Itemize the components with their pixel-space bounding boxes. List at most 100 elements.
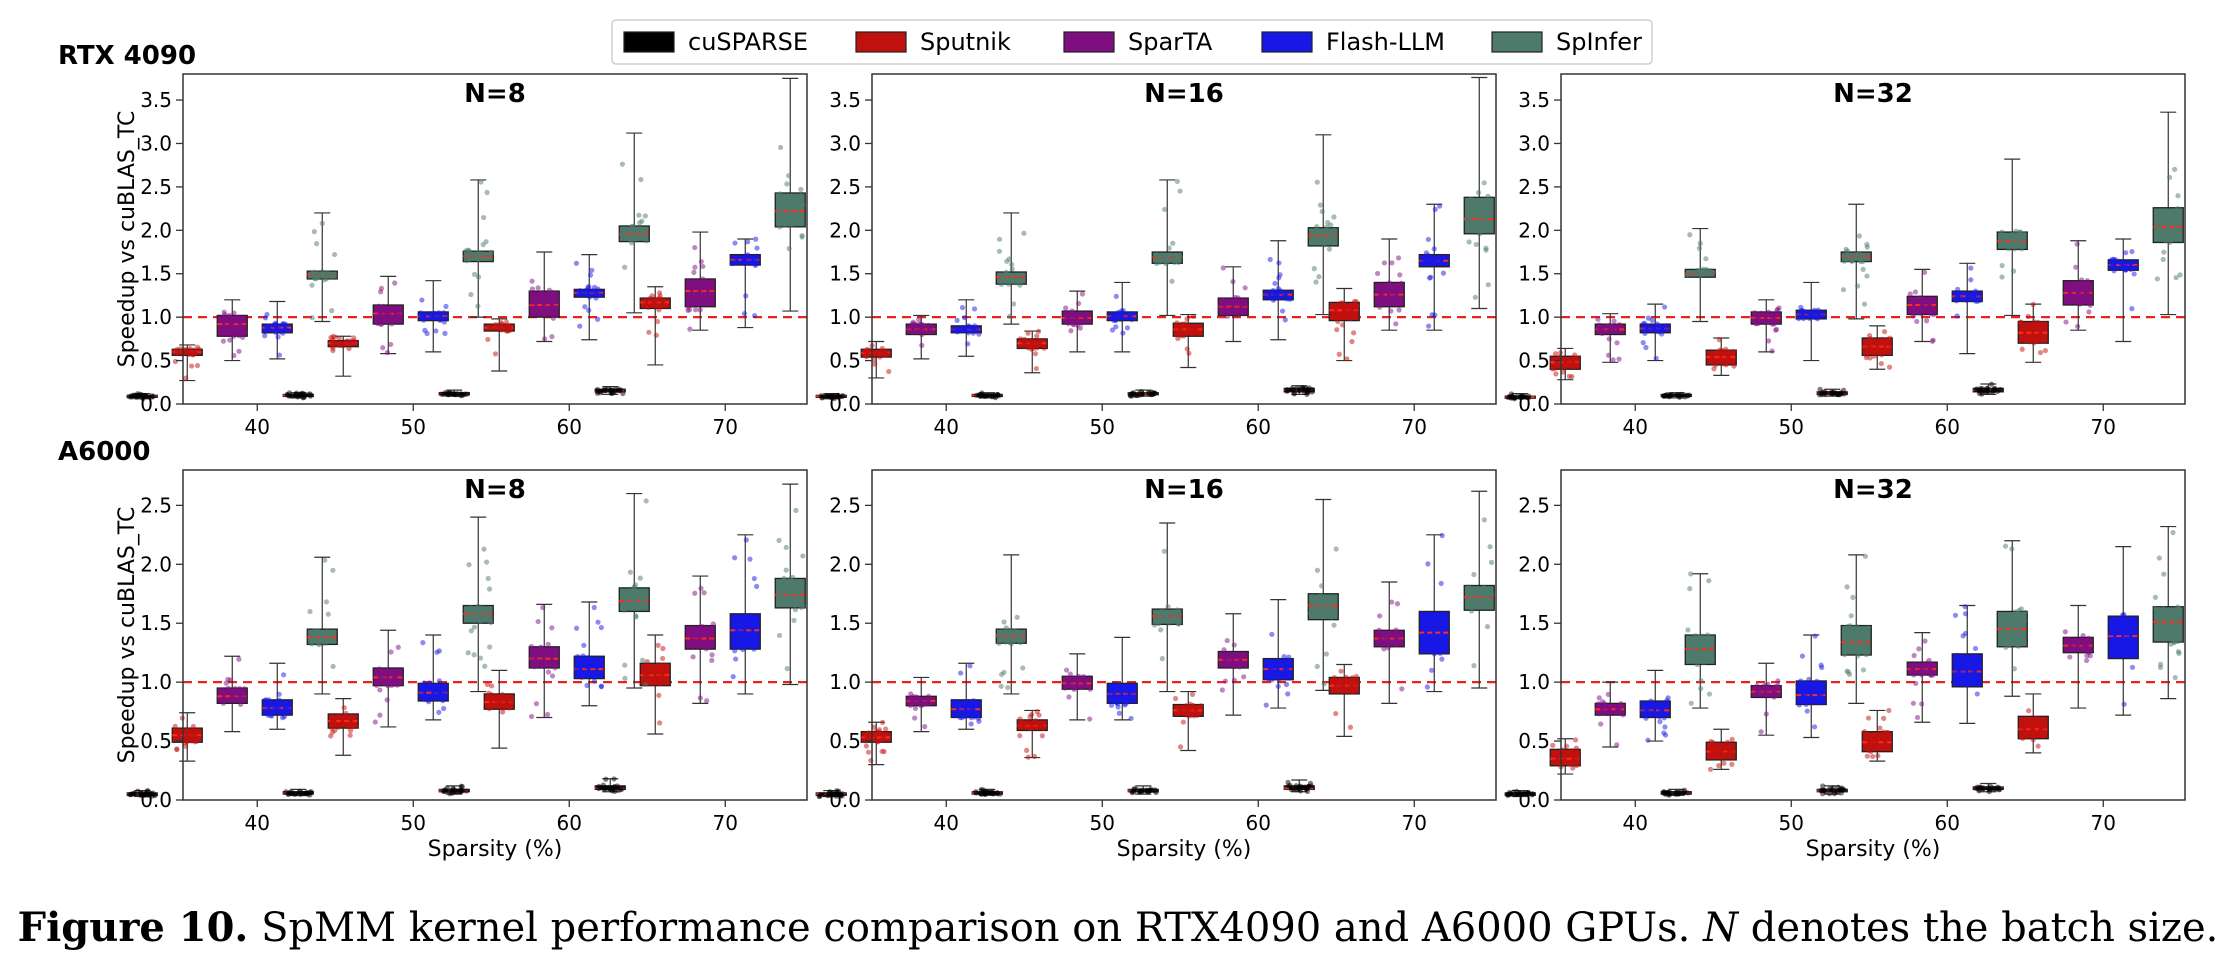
- sample-point: [2129, 306, 2135, 312]
- sample-point: [1222, 655, 1228, 661]
- box-spinfer-60: [618, 132, 650, 314]
- y-tick-label: 1.0: [1518, 670, 1550, 694]
- sample-point: [1514, 393, 1520, 399]
- sample-point: [1957, 296, 1964, 302]
- sample-point: [534, 647, 540, 654]
- sample-point: [1288, 786, 1294, 793]
- sample-point: [1996, 787, 2002, 793]
- y-tick-label: 1.0: [829, 305, 861, 329]
- sample-point: [693, 307, 699, 313]
- sample-point: [1071, 686, 1077, 692]
- sample-point: [1001, 619, 1007, 625]
- sample-point: [730, 674, 736, 680]
- sample-point: [231, 310, 237, 316]
- sample-point: [236, 348, 242, 354]
- sample-point: [1219, 687, 1225, 693]
- sample-point: [2034, 338, 2040, 344]
- sample-point: [1079, 291, 1086, 297]
- box-spinfer-50: [1151, 522, 1183, 693]
- sample-point: [1230, 653, 1237, 660]
- sample-point: [1317, 202, 1324, 208]
- sample-point: [2154, 276, 2160, 282]
- sample-point: [1443, 254, 1449, 260]
- y-tick-label: 1.0: [140, 670, 172, 694]
- sample-point: [332, 251, 338, 258]
- sample-point: [865, 348, 871, 354]
- sample-point: [2018, 638, 2024, 644]
- sample-point: [2023, 722, 2030, 729]
- sample-point: [1923, 664, 1930, 670]
- sample-point: [1011, 301, 1017, 307]
- sample-point: [447, 791, 453, 797]
- sample-point: [692, 244, 698, 251]
- sample-point: [1813, 688, 1819, 694]
- sample-point: [1026, 343, 1033, 349]
- sample-point: [871, 724, 877, 730]
- sample-point: [1004, 632, 1010, 638]
- sample-point: [1863, 735, 1870, 741]
- sample-point: [1426, 323, 1432, 329]
- box-cusparse-60: [1127, 785, 1159, 796]
- sample-point: [1279, 308, 1286, 314]
- sample-point: [1398, 280, 1404, 286]
- sample-point: [1265, 676, 1271, 682]
- sample-point: [220, 338, 227, 344]
- sample-point: [584, 682, 590, 689]
- sample-point: [906, 698, 912, 705]
- sample-point: [925, 693, 932, 699]
- y-tick-label: 2.0: [1518, 218, 1550, 242]
- sample-point: [391, 674, 398, 680]
- sample-point: [656, 661, 662, 668]
- sample-point: [1113, 293, 1119, 299]
- sample-point: [1975, 676, 1981, 682]
- sample-point: [588, 656, 594, 663]
- sample-point: [1861, 345, 1868, 351]
- box-sputnik-40: [1549, 737, 1581, 775]
- sample-point: [1439, 656, 1445, 662]
- sample-point: [1808, 310, 1814, 317]
- sample-point: [1484, 208, 1490, 214]
- sample-point: [1725, 349, 1731, 355]
- sample-point: [732, 240, 738, 246]
- y-tick-label: 2.5: [140, 493, 172, 517]
- sample-point: [1922, 638, 1928, 644]
- sample-point: [1087, 716, 1093, 722]
- sample-point: [1179, 321, 1185, 327]
- sample-point: [218, 330, 224, 336]
- sample-point: [397, 310, 403, 316]
- sample-point: [1465, 599, 1471, 605]
- sample-point: [1343, 686, 1349, 692]
- sample-point: [1688, 571, 1694, 577]
- sample-point: [486, 325, 492, 331]
- sample-point: [1323, 603, 1329, 609]
- x-tick-label: 50: [401, 811, 426, 835]
- sample-point: [2175, 604, 2181, 610]
- sample-point: [1389, 260, 1395, 266]
- sample-point: [2084, 645, 2090, 651]
- box-cusparse-40: [1504, 391, 1536, 402]
- sample-point: [1860, 266, 1866, 272]
- sample-point: [1431, 246, 1437, 252]
- sample-point: [1865, 715, 1872, 721]
- box-sparta-70: [1373, 581, 1405, 704]
- legend-swatch-cusparse: [623, 31, 675, 53]
- sample-point: [970, 330, 976, 336]
- y-tick-label: 2.5: [1518, 493, 1550, 517]
- sample-point: [335, 724, 341, 730]
- sample-point: [1661, 730, 1667, 736]
- sample-point: [1662, 791, 1668, 797]
- y-tick-label: 2.0: [140, 218, 172, 242]
- sample-point: [788, 222, 794, 228]
- sample-point: [1165, 604, 1171, 610]
- sample-point: [653, 303, 659, 309]
- sample-point: [1067, 671, 1073, 677]
- sample-point: [549, 673, 556, 679]
- y-tick-label: 2.5: [1518, 175, 1550, 199]
- sample-point: [790, 583, 797, 589]
- box-spinfer-70: [774, 483, 806, 686]
- sample-point: [877, 349, 884, 355]
- x-tick-label: 60: [557, 811, 582, 835]
- sample-point: [1881, 340, 1888, 347]
- sample-point: [1427, 616, 1433, 623]
- sample-point: [691, 642, 697, 649]
